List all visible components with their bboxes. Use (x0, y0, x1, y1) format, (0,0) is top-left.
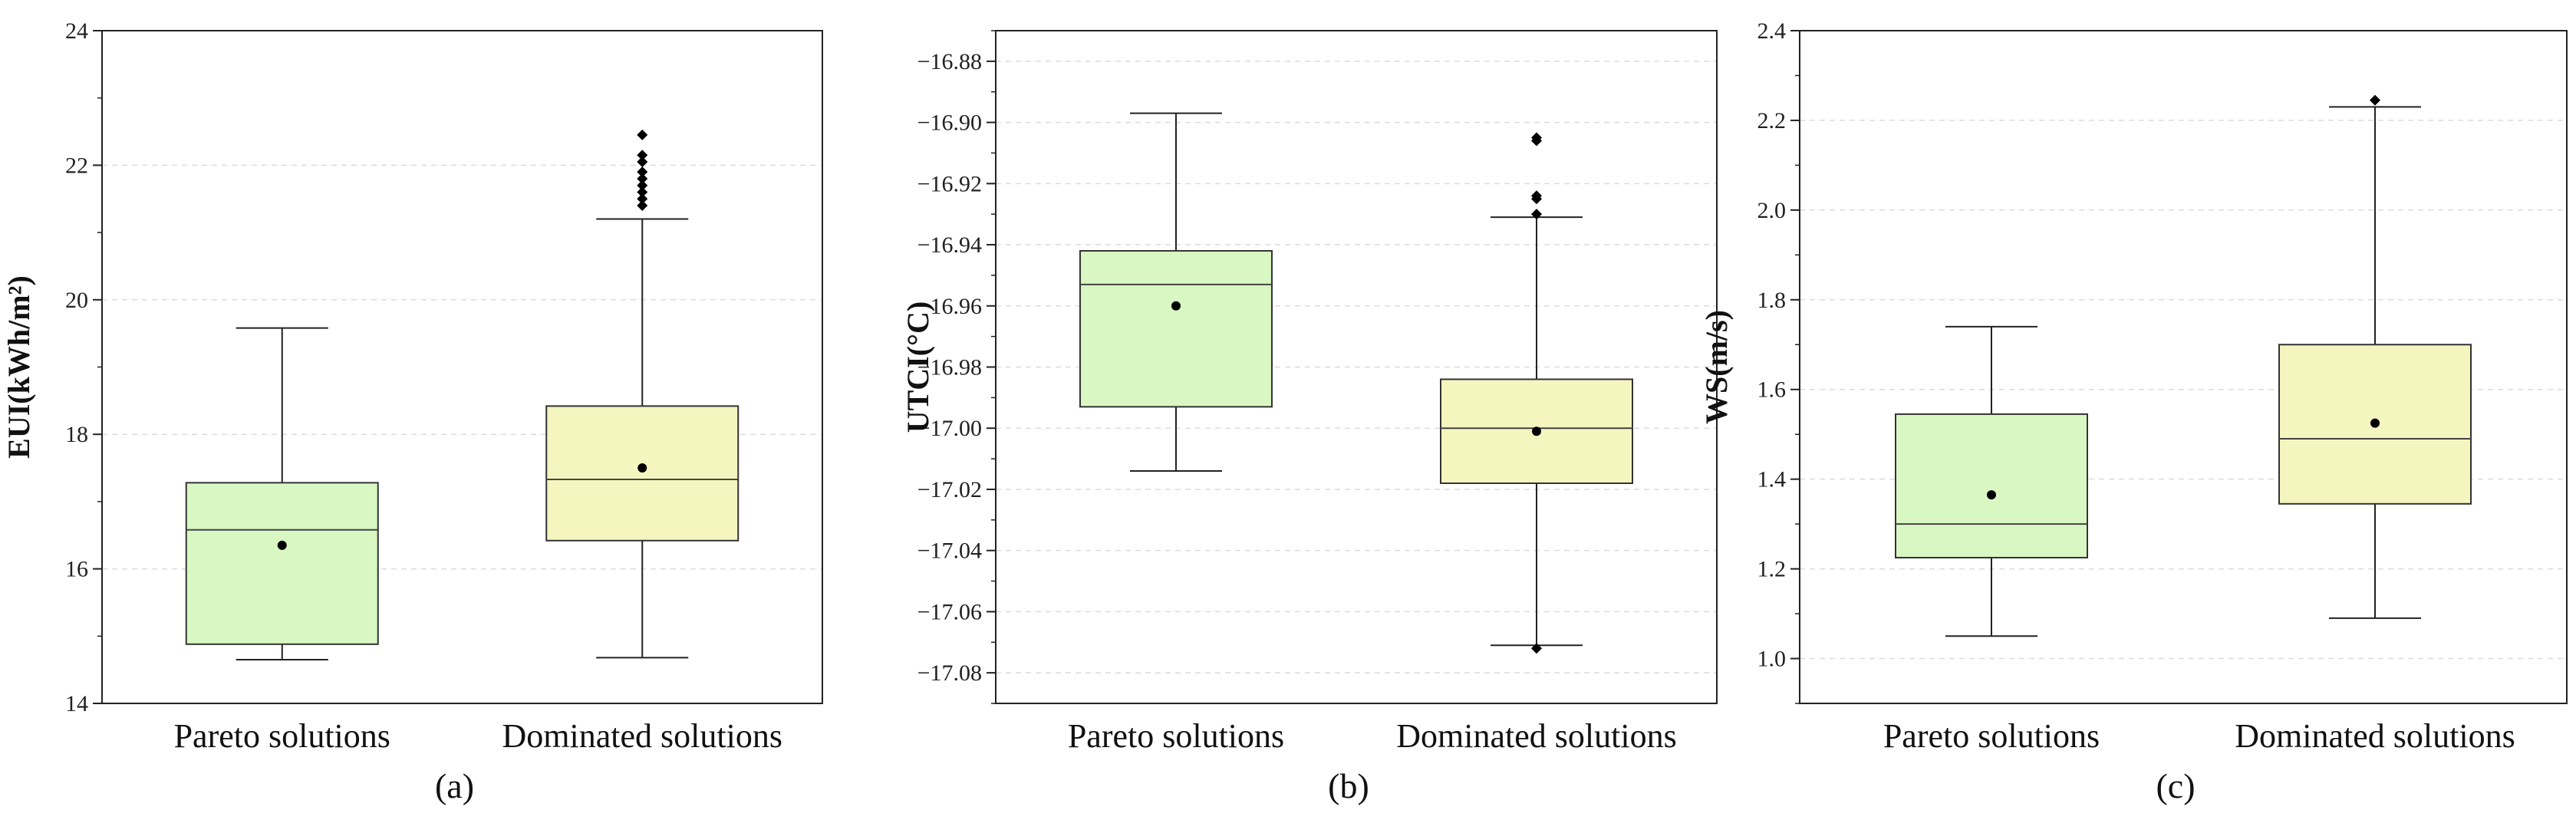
y-tick-label: −17.00 (917, 416, 982, 441)
box-2 (545, 129, 740, 659)
x-tick-label: Dominated solutions (502, 717, 782, 755)
mean-marker (2370, 418, 2380, 428)
outlier-point (637, 173, 648, 184)
iqr-box (185, 482, 379, 645)
outlier-point (637, 186, 648, 198)
y-tick-label: −16.94 (917, 232, 982, 258)
y-tick-label: 1.6 (1757, 377, 1787, 403)
y-tick-label: 18 (65, 422, 88, 447)
x-tick-label: Pareto solutions (1883, 717, 2100, 755)
box-1 (1079, 112, 1273, 473)
y-tick-label: 1.8 (1757, 288, 1787, 313)
outlier-point (637, 150, 648, 161)
mean-marker (1171, 301, 1181, 311)
iqr-box (1895, 413, 2088, 558)
chart-panel-1: 14 16 18 20 22 24 Pareto solutions Dominated so… (2, 18, 823, 805)
y-tick-label: −17.08 (917, 660, 982, 686)
y-tick-label: −17.02 (917, 477, 982, 502)
y-tick-label: 24 (65, 18, 88, 44)
outlier-point (637, 200, 648, 212)
box-2 (2278, 94, 2472, 619)
panel-caption: (a) (435, 766, 474, 805)
mean-marker (1987, 490, 1996, 500)
plot-frame (101, 30, 823, 704)
y-tick-label: 2.2 (1757, 108, 1787, 133)
chart-panel-3: 1.0 1.2 1.4 1.6 1.8 2.0 2.2 2.4 Pareto solutions… (1699, 18, 2568, 805)
box-2 (1440, 132, 1633, 654)
outlier-point (637, 129, 648, 140)
y-axis-label: EUI(kWh/m²) (2, 275, 36, 459)
y-tick-label: 20 (65, 288, 88, 313)
y-tick-label: −17.06 (917, 599, 982, 624)
x-tick-label: Dominated solutions (1396, 717, 1676, 755)
x-tick-label: Pareto solutions (1068, 717, 1284, 755)
outlier-point (637, 166, 648, 178)
outlier-point (1531, 193, 1542, 205)
mean-marker (277, 540, 287, 550)
y-axis-label: WS(m/s) (1699, 310, 1734, 424)
y-tick-label: 16 (65, 557, 88, 582)
panel-caption: (b) (1328, 766, 1369, 805)
y-tick-label: −16.88 (917, 49, 982, 74)
chart-panel-2: −17.08 −17.06 −17.04 −17.02 −17.00 −16.98 −16.… (901, 30, 1718, 805)
panel-caption: (c) (2156, 766, 2195, 805)
y-tick-label: −16.98 (917, 355, 982, 380)
outlier-point (1531, 209, 1542, 220)
y-tick-label: −17.04 (917, 538, 982, 564)
box-1 (185, 327, 379, 660)
y-tick-label: 22 (65, 153, 88, 178)
y-tick-label: 1.4 (1757, 467, 1787, 492)
outlier-point (1531, 643, 1542, 654)
outlier-point (637, 193, 648, 205)
y-tick-label: 2.0 (1757, 198, 1787, 223)
iqr-box (545, 405, 740, 542)
x-tick-label: Pareto solutions (174, 717, 390, 755)
mean-marker (637, 463, 647, 473)
y-tick-label: 2.4 (1757, 18, 1787, 44)
outlier-point (1531, 135, 1542, 147)
y-tick-label: 1.2 (1757, 557, 1787, 582)
y-tick-label: 1.0 (1757, 647, 1787, 672)
x-tick-label: Dominated solutions (2235, 717, 2515, 755)
y-tick-label: −16.90 (917, 110, 982, 136)
iqr-box (1079, 250, 1273, 408)
outlier-point (637, 179, 648, 191)
y-tick-label: −16.96 (917, 294, 982, 319)
outlier-point (637, 156, 648, 168)
y-axis-label: UTCI(°C) (901, 301, 935, 433)
y-tick-label: 14 (65, 691, 88, 716)
mean-marker (1532, 426, 1541, 436)
y-tick-label: −16.92 (917, 171, 982, 196)
plot-frame (995, 30, 1718, 704)
box-1 (1895, 325, 2088, 637)
outlier-point (2370, 94, 2380, 106)
plot-frame (1799, 30, 2568, 704)
